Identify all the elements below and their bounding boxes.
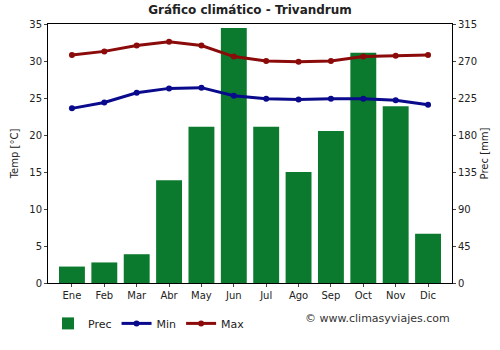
svg-text:Max: Max [221, 318, 244, 331]
svg-text:35: 35 [29, 19, 42, 30]
svg-text:45: 45 [458, 241, 471, 252]
svg-text:May: May [191, 290, 212, 301]
svg-text:Feb: Feb [95, 290, 113, 301]
svg-text:25: 25 [29, 93, 42, 104]
svg-text:Dic: Dic [420, 290, 436, 301]
svg-text:225: 225 [458, 93, 477, 104]
svg-text:315: 315 [458, 19, 477, 30]
svg-text:Ago: Ago [289, 290, 308, 301]
svg-text:Abr: Abr [160, 290, 178, 301]
svg-text:Mar: Mar [127, 290, 147, 301]
svg-text:90: 90 [458, 204, 471, 215]
svg-text:20: 20 [29, 130, 42, 141]
svg-text:30: 30 [29, 56, 42, 67]
svg-text:0: 0 [458, 278, 464, 289]
svg-text:Min: Min [157, 318, 177, 331]
svg-text:Sep: Sep [322, 290, 341, 301]
svg-text:15: 15 [29, 167, 42, 178]
svg-text:5: 5 [36, 241, 42, 252]
svg-text:180: 180 [458, 130, 477, 141]
svg-text:© www.climasyviajes.com: © www.climasyviajes.com [305, 312, 450, 325]
svg-text:Prec [mm]: Prec [mm] [479, 127, 490, 179]
svg-text:0: 0 [36, 278, 42, 289]
svg-text:135: 135 [458, 167, 477, 178]
svg-text:Nov: Nov [386, 290, 406, 301]
svg-text:Ene: Ene [63, 290, 82, 301]
svg-text:Jul: Jul [259, 290, 272, 301]
svg-text:Jun: Jun [225, 290, 242, 301]
svg-text:Gráfico climático - Trivandrum: Gráfico climático - Trivandrum [148, 3, 352, 17]
svg-text:10: 10 [29, 204, 42, 215]
svg-text:Oct: Oct [355, 290, 372, 301]
svg-text:Prec: Prec [88, 318, 112, 331]
svg-text:270: 270 [458, 56, 477, 67]
svg-text:Temp [°C]: Temp [°C] [9, 129, 20, 180]
